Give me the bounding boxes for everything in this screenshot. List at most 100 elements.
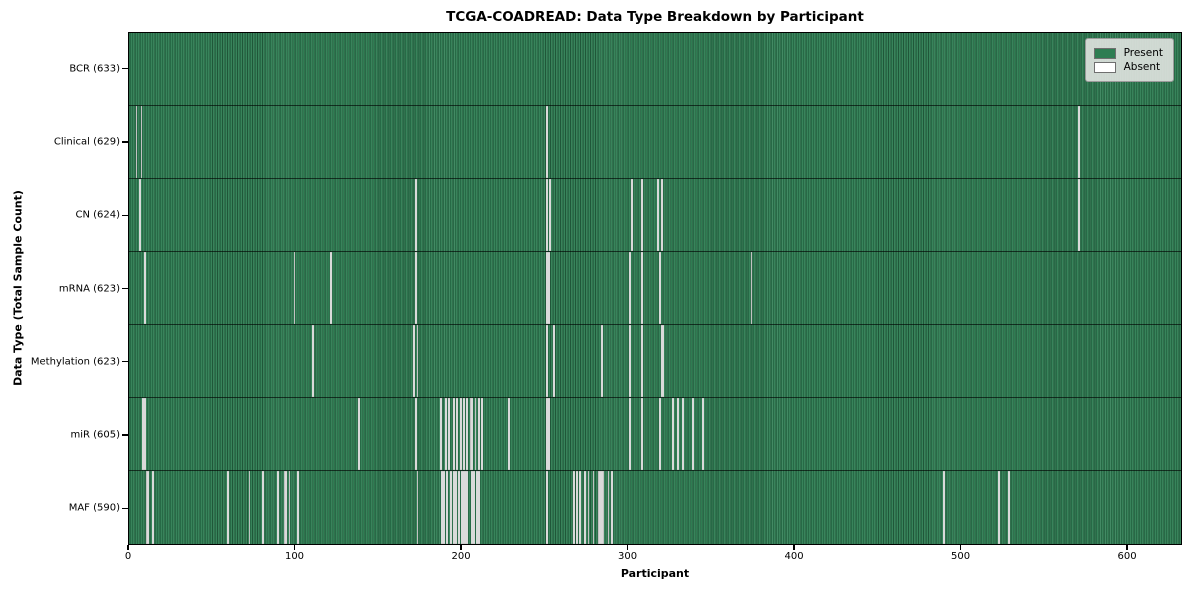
heatmap-row-clinical bbox=[129, 105, 1181, 179]
absent-stripe bbox=[358, 397, 361, 470]
absent-stripe bbox=[416, 470, 419, 544]
absent-stripe bbox=[458, 470, 460, 544]
xtick-mark bbox=[626, 545, 629, 550]
ytick-mark bbox=[122, 434, 128, 436]
absent-stripe bbox=[414, 251, 417, 324]
xtick-label-0: 0 bbox=[124, 551, 132, 562]
legend-item-absent: Absent bbox=[1093, 61, 1163, 73]
heatmap-row-methylation bbox=[129, 324, 1181, 398]
absent-stripe bbox=[692, 397, 695, 470]
absent-stripe bbox=[443, 470, 445, 544]
absent-stripe bbox=[285, 470, 288, 544]
ytick-mark bbox=[122, 287, 128, 290]
absent-stripe bbox=[135, 105, 138, 178]
absent-stripe bbox=[546, 105, 548, 178]
xtick-label-100: 100 bbox=[284, 551, 305, 562]
absent-stripe bbox=[453, 470, 455, 544]
absent-stripe bbox=[592, 470, 595, 544]
ytick-label-mrna: mRNA (623) bbox=[58, 283, 120, 294]
heatmap-row-mrna bbox=[129, 251, 1181, 325]
absent-stripe bbox=[444, 397, 447, 470]
absent-stripe bbox=[481, 397, 484, 470]
y-axis-label: Data Type (Total Sample Count) bbox=[11, 190, 25, 386]
xtick-mark bbox=[1126, 545, 1128, 550]
heatmap-row-bcr bbox=[129, 33, 1181, 106]
x-axis-label: Participant bbox=[620, 567, 690, 580]
absent-stripe bbox=[449, 470, 452, 544]
absent-stripe bbox=[660, 178, 663, 251]
absent-stripe bbox=[474, 397, 477, 470]
ytick-label-cn: CN (624) bbox=[75, 209, 120, 221]
absent-stripe bbox=[599, 470, 602, 544]
ytick-label-clinical: Clinical (629) bbox=[53, 136, 120, 148]
absent-stripe bbox=[610, 470, 613, 544]
absent-stripe bbox=[584, 470, 587, 544]
absent-stripe bbox=[413, 324, 415, 397]
absent-stripe bbox=[998, 470, 1000, 544]
absent-stripe bbox=[1008, 470, 1010, 544]
absent-stripe bbox=[439, 397, 442, 470]
absent-stripe bbox=[629, 324, 632, 397]
xtick-mark bbox=[959, 545, 962, 550]
absent-stripe bbox=[145, 470, 148, 544]
absent-stripe bbox=[296, 470, 299, 544]
ytick-mark bbox=[122, 68, 128, 70]
legend-item-present: Present bbox=[1093, 47, 1163, 59]
absent-stripe bbox=[702, 397, 705, 470]
absent-stripe bbox=[414, 178, 417, 251]
heatmap-plot-area bbox=[128, 32, 1182, 545]
absent-stripe bbox=[672, 397, 675, 470]
absent-stripe bbox=[293, 251, 296, 324]
ytick-label-maf: MAF (590) bbox=[68, 502, 120, 514]
xtick-mark bbox=[460, 545, 462, 550]
xtick-label-600: 600 bbox=[1117, 551, 1137, 562]
xtick-label-300: 300 bbox=[617, 551, 638, 562]
legend-label-present: Present bbox=[1123, 47, 1163, 59]
absent-stripe bbox=[147, 470, 150, 544]
absent-stripe bbox=[453, 397, 455, 470]
absent-stripe bbox=[640, 178, 643, 251]
absent-stripe bbox=[476, 470, 479, 544]
absent-stripe bbox=[471, 470, 474, 544]
xtick-mark bbox=[127, 545, 129, 550]
absent-stripe bbox=[140, 105, 143, 178]
heatmap-row-cn bbox=[129, 178, 1181, 252]
ytick-mark bbox=[122, 361, 128, 363]
absent-stripe bbox=[600, 470, 603, 544]
xtick-mark bbox=[293, 545, 296, 550]
absent-stripe bbox=[579, 470, 582, 544]
absent-stripe bbox=[640, 251, 643, 324]
xtick-label-200: 200 bbox=[451, 551, 471, 562]
absent-stripe bbox=[456, 397, 459, 470]
absent-stripe bbox=[143, 251, 146, 324]
absent-stripe bbox=[657, 178, 660, 251]
absent-stripe bbox=[288, 470, 291, 544]
absent-stripe bbox=[478, 397, 480, 470]
xtick-label-400: 400 bbox=[784, 551, 804, 562]
absent-stripe bbox=[629, 251, 632, 324]
absent-stripe bbox=[597, 470, 600, 544]
absent-stripe bbox=[478, 470, 480, 544]
absent-stripe bbox=[600, 324, 603, 397]
absent-stripe bbox=[640, 397, 643, 470]
absent-stripe bbox=[473, 470, 475, 544]
absent-stripe bbox=[659, 251, 661, 324]
absent-stripe bbox=[142, 397, 145, 470]
absent-stripe bbox=[547, 251, 550, 324]
absent-stripe bbox=[414, 397, 417, 470]
absent-stripe bbox=[283, 470, 286, 544]
ytick-label-methylation: Methylation (623) bbox=[30, 356, 120, 368]
absent-stripe bbox=[660, 324, 663, 397]
absent-stripe bbox=[546, 397, 548, 470]
absent-stripe bbox=[572, 470, 575, 544]
absent-stripe bbox=[607, 470, 610, 544]
present-swatch bbox=[1093, 47, 1116, 59]
absent-stripe bbox=[677, 397, 680, 470]
absent-stripe bbox=[441, 470, 444, 544]
legend: Present Absent bbox=[1084, 38, 1174, 82]
absent-stripe bbox=[587, 470, 590, 544]
absent-stripe bbox=[330, 251, 332, 324]
absent-stripe bbox=[549, 178, 552, 251]
absent-stripe bbox=[446, 470, 449, 544]
